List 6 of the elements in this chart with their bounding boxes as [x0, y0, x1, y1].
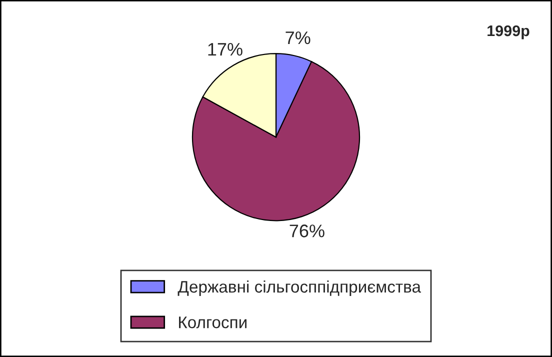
legend-label: Державні сільгосппідприємства	[178, 280, 422, 296]
legend-label: Колгоспи	[179, 316, 246, 328]
text: 1999р	[488, 25, 530, 40]
data-label: 17%	[208, 43, 242, 56]
data-label: 7%	[286, 31, 310, 44]
data-label: 76%	[290, 224, 324, 238]
